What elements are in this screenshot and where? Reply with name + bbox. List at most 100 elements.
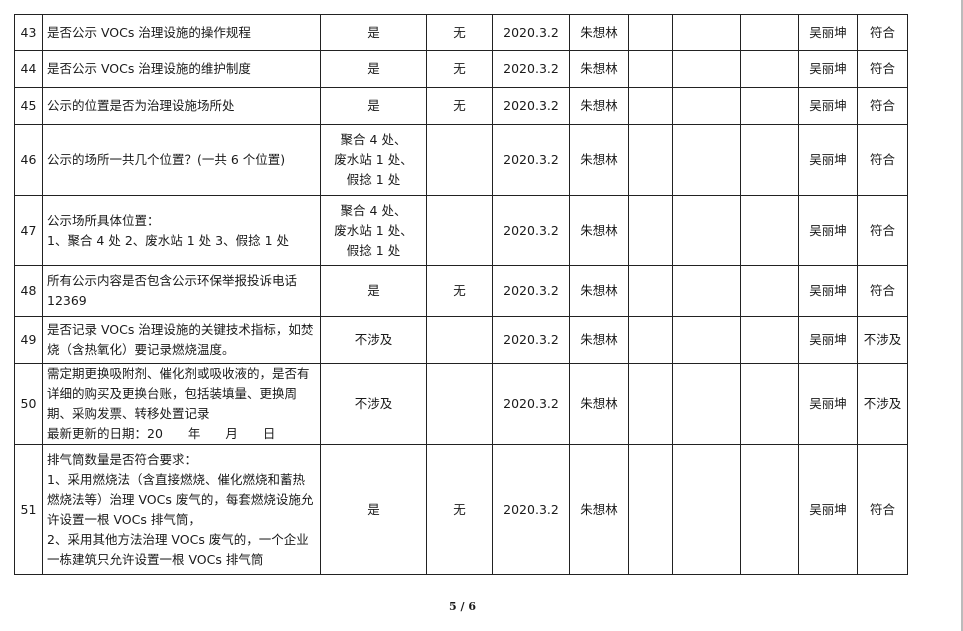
- blank-cell: [628, 363, 673, 445]
- blank-cell: [672, 363, 741, 445]
- table-row: 48 所有公示内容是否包含公示环保举报投诉电话 12369 是 无 2020.3.2 朱想…: [14, 265, 908, 317]
- problem-cell: 无: [426, 50, 493, 88]
- check-result-line: 聚合 4 处、: [340, 132, 407, 147]
- inspector-cell: 朱想林: [569, 363, 629, 445]
- check-result-line: 废水站 1 处、: [334, 222, 413, 238]
- blank-cell: [628, 50, 673, 88]
- check-item-line: 所有公示内容是否包含公示环保举报投诉电话 12369: [47, 273, 298, 308]
- reviewer-cell: 吴丽坤: [798, 195, 858, 266]
- date-cell: 2020.3.2: [492, 444, 570, 575]
- inspector-cell: 朱想林: [569, 124, 629, 196]
- row-number: 44: [14, 50, 43, 88]
- check-item: 公示场所具体位置： 1、聚合 4 处 2、废水站 1 处 3、假捻 1 处: [42, 195, 321, 266]
- blank-cell: [740, 195, 799, 266]
- conclusion-cell: 不涉及: [857, 363, 908, 445]
- check-result: 是: [320, 265, 427, 317]
- blank-cell: [628, 316, 673, 364]
- conclusion-cell: 符合: [857, 14, 908, 51]
- blank-cell: [740, 316, 799, 364]
- row-number: 49: [14, 316, 43, 364]
- blank-cell: [672, 14, 741, 51]
- date-cell: 2020.3.2: [492, 14, 570, 51]
- check-item-line: 1、采用燃烧法（含直接燃烧、催化燃烧和蓄热燃烧法等）治理 VOCs 废气的，每套…: [47, 471, 314, 527]
- blank-cell: [672, 195, 741, 266]
- check-result: 是: [320, 87, 427, 125]
- blank-cell: [740, 363, 799, 445]
- inspector-cell: 朱想林: [569, 50, 629, 88]
- blank-cell: [740, 124, 799, 196]
- row-number: 48: [14, 265, 43, 317]
- blank-cell: [628, 14, 673, 51]
- reviewer-cell: 吴丽坤: [798, 14, 858, 51]
- check-result: 是: [320, 14, 427, 51]
- check-item: 是否公示 VOCs 治理设施的操作规程: [42, 14, 321, 51]
- check-item-line: 最新更新的日期：20 年 月 日: [47, 426, 276, 441]
- problem-cell: 无: [426, 14, 493, 51]
- table-row: 46 公示的场所一共几个位置？(一共 6 个位置) 聚合 4 处、 废水站 1 处、假…: [14, 124, 908, 196]
- conclusion-cell: 符合: [857, 50, 908, 88]
- reviewer-cell: 吴丽坤: [798, 87, 858, 125]
- check-result-line: 聚合 4 处、: [340, 202, 407, 218]
- date-cell: 2020.3.2: [492, 195, 570, 266]
- check-item: 是否公示 VOCs 治理设施的维护制度: [42, 50, 321, 88]
- table-row: 51 排气筒数量是否符合要求： 1、采用燃烧法（含直接燃烧、催化燃烧和蓄热燃烧法等）…: [14, 444, 908, 575]
- blank-cell: [672, 444, 741, 575]
- check-item-line: 是否记录 VOCs 治理设施的关键技术指标，如焚烧（含热氧化）要记录燃烧温度。: [47, 322, 314, 357]
- check-result: 聚合 4 处、 废水站 1 处、 假捻 1 处: [320, 195, 427, 266]
- row-number: 43: [14, 14, 43, 51]
- blank-cell: [628, 444, 673, 575]
- blank-cell: [628, 265, 673, 317]
- check-result-line: 是: [367, 98, 380, 113]
- reviewer-cell: 吴丽坤: [798, 265, 858, 317]
- table-row: 44 是否公示 VOCs 治理设施的维护制度 是 无 2020.3.2 朱想林 吴丽坤 符合: [14, 50, 908, 88]
- row-number: 51: [14, 444, 43, 575]
- row-number: 47: [14, 195, 43, 266]
- check-item-line: 1、聚合 4 处 2、废水站 1 处 3、假捻 1 处: [47, 232, 290, 248]
- problem-cell: [426, 363, 493, 445]
- date-cell: 2020.3.2: [492, 124, 570, 196]
- conclusion-cell: 符合: [857, 124, 908, 196]
- conclusion-cell: 符合: [857, 265, 908, 317]
- check-result-line: 废水站 1 处、: [334, 152, 413, 167]
- inspector-cell: 朱想林: [569, 195, 629, 266]
- blank-cell: [672, 87, 741, 125]
- blank-cell: [672, 265, 741, 317]
- check-item-line: 是否公示 VOCs 治理设施的操作规程: [47, 24, 251, 40]
- check-item-line: 需定期更换吸附剂、催化剂或吸收液的，是否有详细的购买及更换台账，包括装填量、更换…: [47, 366, 310, 421]
- table-row: 45 公示的位置是否为治理设施场所处 是 无 2020.3.2 朱想林 吴丽坤 符合: [14, 87, 908, 125]
- check-item-line: 是否公示 VOCs 治理设施的维护制度: [47, 61, 251, 76]
- check-result-line: 是: [367, 501, 380, 517]
- date-cell: 2020.3.2: [492, 363, 570, 445]
- reviewer-cell: 吴丽坤: [798, 50, 858, 88]
- problem-cell: 无: [426, 87, 493, 125]
- inspector-cell: 朱想林: [569, 14, 629, 51]
- date-cell: 2020.3.2: [492, 87, 570, 125]
- conclusion-cell: 符合: [857, 87, 908, 125]
- check-item: 公示的位置是否为治理设施场所处: [42, 87, 321, 125]
- conclusion-cell: 符合: [857, 444, 908, 575]
- check-result: 聚合 4 处、 废水站 1 处、 假捻 1 处: [320, 124, 427, 196]
- check-item: 所有公示内容是否包含公示环保举报投诉电话 12369: [42, 265, 321, 317]
- problem-cell: 无: [426, 444, 493, 575]
- table-row: 43 是否公示 VOCs 治理设施的操作规程 是 无 2020.3.2 朱想林 吴丽坤 符合: [14, 14, 908, 51]
- check-result: 不涉及: [320, 316, 427, 364]
- inspector-cell: 朱想林: [569, 87, 629, 125]
- check-result-line: 是: [367, 24, 380, 40]
- check-item-line: 公示的场所一共几个位置？(一共 6 个位置): [47, 152, 286, 167]
- inspector-cell: 朱想林: [569, 265, 629, 317]
- date-cell: 2020.3.2: [492, 50, 570, 88]
- blank-cell: [672, 50, 741, 88]
- check-item: 需定期更换吸附剂、催化剂或吸收液的，是否有详细的购买及更换台账，包括装填量、更换…: [42, 363, 321, 445]
- reviewer-cell: 吴丽坤: [798, 363, 858, 445]
- check-result-line: 不涉及: [354, 396, 393, 411]
- check-result-line: 是: [367, 283, 380, 298]
- check-result-line: 假捻 1 处: [346, 172, 401, 187]
- table-row: 47 公示场所具体位置： 1、聚合 4 处 2、废水站 1 处 3、假捻 1 处 聚合…: [14, 195, 908, 266]
- blank-cell: [628, 195, 673, 266]
- row-number: 50: [14, 363, 43, 445]
- check-result: 是: [320, 444, 427, 575]
- table-row: 50 需定期更换吸附剂、催化剂或吸收液的，是否有详细的购买及更换台账，包括装填量、…: [14, 363, 908, 445]
- blank-cell: [740, 265, 799, 317]
- check-item-line: 公示场所具体位置：: [47, 212, 160, 228]
- problem-cell: [426, 316, 493, 364]
